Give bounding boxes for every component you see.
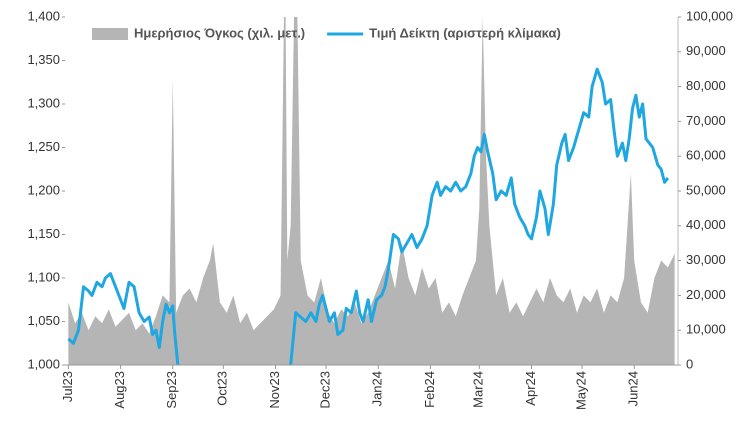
x-tick-label: Jul23: [60, 371, 75, 402]
y-tick-label: 1,350: [27, 52, 60, 67]
y2-tick-label: 100,000: [686, 8, 733, 23]
y2-tick-label: 60,000: [686, 148, 726, 163]
legend-label: Τιμή Δείκτη (αριστερή κλίμακα): [369, 25, 561, 40]
x-tick-label: Nov23: [267, 371, 282, 409]
y2-tick-label: 40,000: [686, 217, 726, 232]
y2-tick-label: 80,000: [686, 78, 726, 93]
x-tick-label: Jan24: [370, 371, 385, 406]
y-tick-label: 1,300: [27, 95, 60, 110]
y2-tick-label: 50,000: [686, 182, 726, 197]
x-tick-label: Feb24: [422, 371, 437, 408]
y-tick-label: 1,050: [27, 313, 60, 328]
y-tick-label: 1,000: [27, 356, 60, 371]
y-tick-label: 1,200: [27, 182, 60, 197]
x-tick-label: Dec23: [317, 371, 332, 409]
y2-tick-label: 20,000: [686, 287, 726, 302]
legend-swatch: [92, 28, 128, 40]
volume-area: [68, 17, 675, 365]
x-tick-label: Jun24: [626, 371, 641, 406]
x-tick-label: Mar24: [471, 371, 486, 408]
y2-tick-label: 10,000: [686, 322, 726, 337]
y2-tick-label: 90,000: [686, 43, 726, 58]
x-tick-label: Apr24: [523, 371, 538, 406]
x-tick-label: May24: [573, 371, 588, 410]
x-tick-label: Oct23: [215, 371, 230, 406]
index-line: [67, 67, 670, 366]
y2-tick-label: 70,000: [686, 113, 726, 128]
y-tick-label: 1,100: [27, 269, 60, 284]
y2-tick-label: 30,000: [686, 252, 726, 267]
y-tick-label: 1,250: [27, 139, 60, 154]
x-tick-label: Sep23: [164, 371, 179, 409]
legend-label: Ημερήσιος Όγκος (χιλ. μετ.): [134, 25, 305, 40]
y-tick-label: 1,400: [27, 8, 60, 23]
x-tick-label: Aug23: [112, 371, 127, 409]
y-tick-label: 1,150: [27, 226, 60, 241]
y2-tick-label: 0: [686, 356, 693, 371]
